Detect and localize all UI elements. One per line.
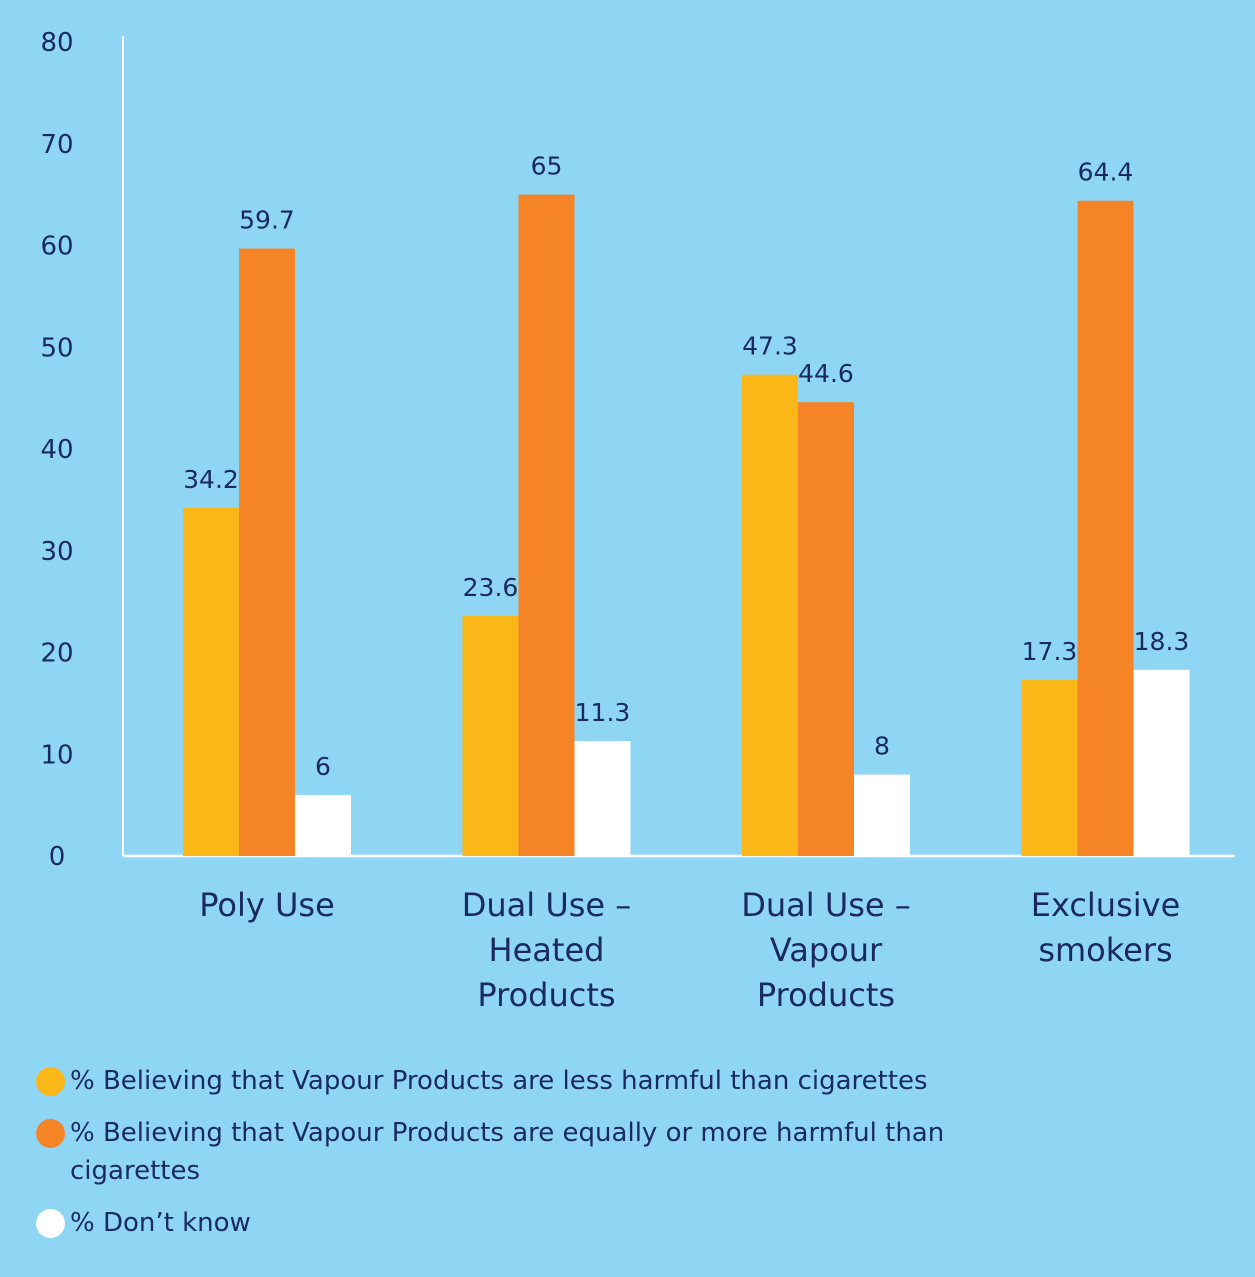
x-category-label: Exclusive smokers xyxy=(1031,886,1181,969)
bar-2 xyxy=(518,194,575,856)
data-label: 34.2 xyxy=(183,465,239,494)
y-tick-label: 30 xyxy=(40,537,73,567)
chart-legend: % Believing that Vapour Products are les… xyxy=(36,1062,996,1256)
legend-swatch xyxy=(36,1209,65,1238)
bar-3 xyxy=(574,741,631,856)
x-category-label: Dual Use – Heated Products xyxy=(462,886,632,1014)
bar-1 xyxy=(742,374,798,856)
bar-2 xyxy=(798,402,854,856)
bar-3 xyxy=(854,774,910,856)
x-category-label-line: Vapour xyxy=(770,931,883,969)
bar-1 xyxy=(462,615,519,856)
data-label: 44.6 xyxy=(798,359,854,388)
legend-label: % Believing that Vapour Products are equ… xyxy=(70,1118,945,1186)
data-label: 23.6 xyxy=(463,573,519,602)
data-label: 64.4 xyxy=(1078,158,1134,187)
bar-chart: 0 10 20 30 40 50 60 70 80 34.2 59.7 6 Poly Use 23.6 65… xyxy=(40,28,1235,1014)
legend-item: % Don’t know xyxy=(36,1204,996,1242)
data-label: 47.3 xyxy=(742,332,798,361)
x-category-label-line: Heated xyxy=(489,931,605,969)
data-label: 65 xyxy=(531,152,563,181)
x-category-label-line: Exclusive xyxy=(1031,886,1181,924)
legend-label: % Believing that Vapour Products are les… xyxy=(70,1066,928,1096)
legend-item: % Believing that Vapour Products are equ… xyxy=(36,1114,996,1190)
x-category-label-line: Dual Use – xyxy=(741,886,911,924)
legend-swatch xyxy=(36,1067,65,1096)
bar-3 xyxy=(295,794,351,856)
x-category-label: Poly Use xyxy=(199,886,335,924)
data-label: 8 xyxy=(874,732,890,761)
x-category-label-line: Products xyxy=(757,976,895,1014)
y-tick-label: 10 xyxy=(40,740,73,770)
data-label: 6 xyxy=(315,752,331,781)
data-label: 18.3 xyxy=(1134,627,1190,656)
bar-1 xyxy=(1021,679,1078,856)
x-category-label: Dual Use – Vapour Products xyxy=(741,886,911,1014)
bar-2 xyxy=(239,248,295,857)
bar-1 xyxy=(183,508,239,856)
bar-3 xyxy=(1133,669,1190,856)
bar-2 xyxy=(1077,200,1134,857)
data-label: 17.3 xyxy=(1022,637,1078,666)
y-tick-label: 40 xyxy=(40,435,73,465)
x-category-label-line: Products xyxy=(477,976,615,1014)
data-label: 59.7 xyxy=(239,206,295,235)
x-category-label-line: Poly Use xyxy=(199,886,335,924)
y-tick-label: 80 xyxy=(40,28,73,58)
y-tick-label: 60 xyxy=(40,232,73,262)
x-category-label-line: Dual Use – xyxy=(462,886,632,924)
y-tick-label: 20 xyxy=(40,639,73,669)
legend-label: % Don’t know xyxy=(70,1208,251,1238)
y-tick-label: 0 xyxy=(49,842,66,872)
y-tick-label: 70 xyxy=(40,130,73,160)
legend-swatch xyxy=(36,1119,65,1148)
x-category-label-line: smokers xyxy=(1038,931,1172,969)
y-tick-label: 50 xyxy=(40,333,73,363)
legend-item: % Believing that Vapour Products are les… xyxy=(36,1062,996,1100)
data-label: 11.3 xyxy=(575,698,631,727)
